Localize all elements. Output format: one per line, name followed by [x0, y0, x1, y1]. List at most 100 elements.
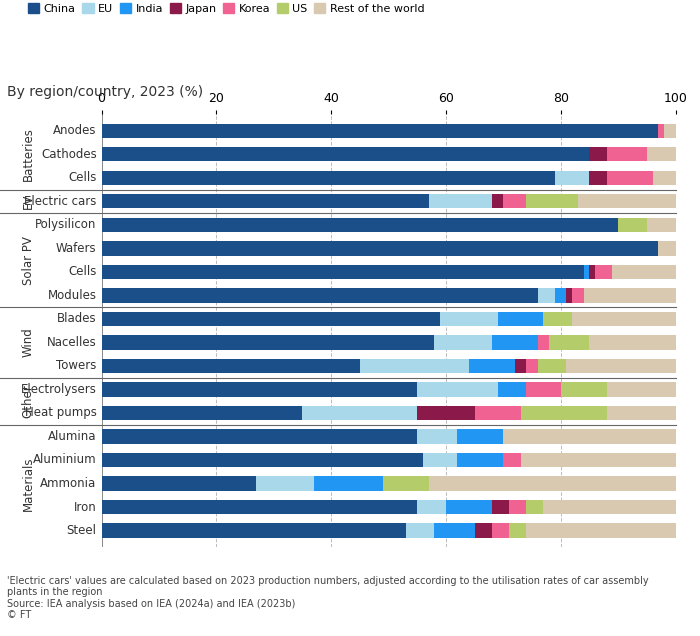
- Text: 'Electric cars' values are calculated based on 2023 production numbers, adjusted: 'Electric cars' values are calculated ba…: [7, 576, 649, 620]
- Bar: [102, 406, 302, 420]
- Bar: [102, 124, 658, 138]
- Bar: [417, 406, 475, 420]
- Bar: [543, 500, 676, 514]
- Text: EV: EV: [22, 194, 34, 209]
- Bar: [566, 359, 676, 373]
- Bar: [428, 476, 676, 490]
- Bar: [492, 500, 509, 514]
- Text: By region/country, 2023 (%): By region/country, 2023 (%): [7, 85, 203, 99]
- Bar: [256, 476, 314, 490]
- Bar: [607, 148, 647, 162]
- Bar: [561, 382, 607, 396]
- Bar: [314, 476, 383, 490]
- Bar: [589, 148, 607, 162]
- Bar: [550, 335, 589, 350]
- Bar: [417, 382, 498, 396]
- Bar: [589, 335, 676, 350]
- Bar: [102, 476, 256, 490]
- Bar: [526, 195, 578, 209]
- Bar: [102, 288, 538, 303]
- Bar: [102, 429, 417, 443]
- Bar: [469, 359, 514, 373]
- Bar: [102, 242, 658, 256]
- Bar: [526, 523, 676, 537]
- Bar: [509, 500, 526, 514]
- Bar: [492, 523, 509, 537]
- Bar: [457, 429, 503, 443]
- Bar: [435, 523, 475, 537]
- Bar: [538, 288, 555, 303]
- Bar: [102, 500, 417, 514]
- Bar: [446, 500, 492, 514]
- Bar: [595, 265, 612, 279]
- Bar: [521, 406, 607, 420]
- Legend: China, EU, India, Japan, Korea, US, Rest of the world: China, EU, India, Japan, Korea, US, Rest…: [24, 0, 429, 18]
- Text: Other: Other: [22, 384, 34, 418]
- Bar: [647, 218, 676, 232]
- Bar: [503, 429, 676, 443]
- Bar: [521, 453, 676, 467]
- Bar: [555, 171, 589, 185]
- Text: Wind: Wind: [22, 328, 34, 357]
- Bar: [406, 523, 435, 537]
- Bar: [102, 195, 428, 209]
- Bar: [658, 242, 676, 256]
- Bar: [102, 335, 435, 350]
- Bar: [102, 265, 584, 279]
- Bar: [538, 335, 550, 350]
- Text: Batteries: Batteries: [22, 127, 34, 181]
- Bar: [526, 382, 561, 396]
- Text: Solar PV: Solar PV: [22, 236, 34, 285]
- Bar: [578, 195, 676, 209]
- Bar: [102, 218, 618, 232]
- Bar: [423, 453, 457, 467]
- Bar: [566, 288, 572, 303]
- Bar: [526, 359, 538, 373]
- Bar: [492, 195, 503, 209]
- Bar: [428, 195, 492, 209]
- Bar: [526, 500, 543, 514]
- Bar: [607, 406, 676, 420]
- Bar: [498, 312, 543, 326]
- Bar: [555, 288, 566, 303]
- Bar: [492, 335, 538, 350]
- Bar: [514, 359, 526, 373]
- Bar: [618, 218, 647, 232]
- Bar: [360, 359, 469, 373]
- Bar: [102, 453, 423, 467]
- Bar: [102, 523, 406, 537]
- Bar: [475, 523, 492, 537]
- Bar: [102, 359, 360, 373]
- Bar: [475, 406, 521, 420]
- Bar: [647, 148, 676, 162]
- Bar: [509, 523, 526, 537]
- Bar: [652, 171, 676, 185]
- Bar: [102, 148, 589, 162]
- Bar: [584, 265, 589, 279]
- Bar: [102, 382, 417, 396]
- Bar: [435, 335, 492, 350]
- Bar: [503, 195, 526, 209]
- Text: Materials: Materials: [22, 456, 34, 511]
- Bar: [457, 453, 503, 467]
- Bar: [607, 382, 676, 396]
- Bar: [589, 265, 595, 279]
- Bar: [584, 288, 676, 303]
- Bar: [440, 312, 498, 326]
- Bar: [572, 288, 584, 303]
- Bar: [589, 171, 607, 185]
- Bar: [612, 265, 676, 279]
- Bar: [102, 312, 440, 326]
- Bar: [658, 124, 664, 138]
- Bar: [417, 429, 457, 443]
- Bar: [538, 359, 566, 373]
- Bar: [572, 312, 676, 326]
- Bar: [543, 312, 572, 326]
- Bar: [498, 382, 526, 396]
- Bar: [417, 500, 446, 514]
- Bar: [503, 453, 521, 467]
- Bar: [607, 171, 652, 185]
- Bar: [302, 406, 417, 420]
- Bar: [664, 124, 676, 138]
- Bar: [383, 476, 428, 490]
